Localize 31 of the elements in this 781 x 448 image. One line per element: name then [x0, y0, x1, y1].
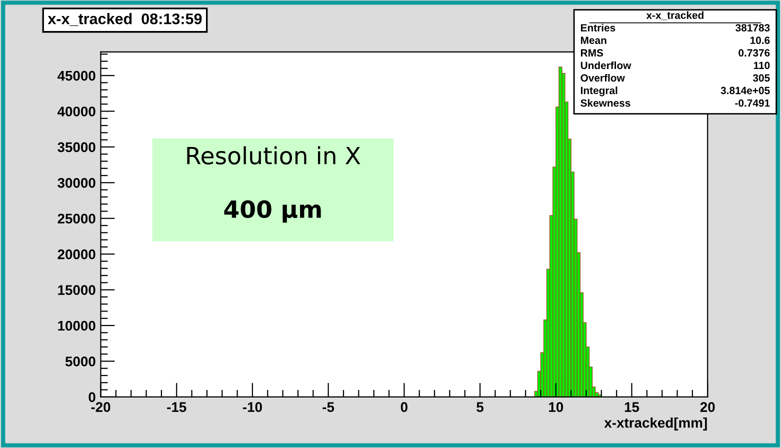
y-tick-label: 15000	[58, 285, 96, 295]
y-tick-label: 0	[88, 392, 96, 402]
text: Integral 3.814e+05	[580, 86, 770, 96]
x-tick-label: 10	[549, 402, 564, 412]
annotation: Resolution in X	[187, 146, 360, 165]
x-tick-label: -5	[322, 402, 334, 412]
y-tick-label: 20000	[58, 249, 96, 260]
y-tick-label: 10000	[58, 320, 96, 331]
x-tick-label: -10	[242, 402, 262, 412]
text: Entries 381783	[580, 24, 770, 32]
text: Mean 10.6	[580, 36, 770, 44]
x-tick-label: -20	[91, 402, 110, 412]
y-tick-label: 45000	[57, 70, 96, 81]
chart-title: x-x_tracked 08:13:59	[48, 13, 202, 26]
text: x-x_tracked	[646, 11, 704, 20]
x-tick-label: 20	[700, 402, 715, 412]
y-tick-label: 25000	[58, 214, 96, 224]
y-tick-label: 40000	[57, 106, 96, 116]
y-tick-label: 5000	[65, 356, 96, 366]
x-tick-label: 5	[476, 402, 484, 412]
text: Skewness -0.7491	[580, 99, 770, 107]
x-tick-label: 0	[400, 402, 408, 412]
annotation: 400 μm	[224, 200, 321, 223]
y-tick-label: 35000	[58, 142, 96, 152]
text: RMS 0.7376	[580, 49, 770, 57]
x-axis-title: x-xtracked[mm]	[604, 418, 707, 430]
text: Underflow 110	[580, 61, 770, 70]
y-tick-label: 30000	[58, 178, 96, 188]
text: Overflow 305	[580, 74, 770, 82]
x-tick-label: -15	[167, 402, 186, 412]
x-tick-label: 15	[624, 402, 640, 412]
